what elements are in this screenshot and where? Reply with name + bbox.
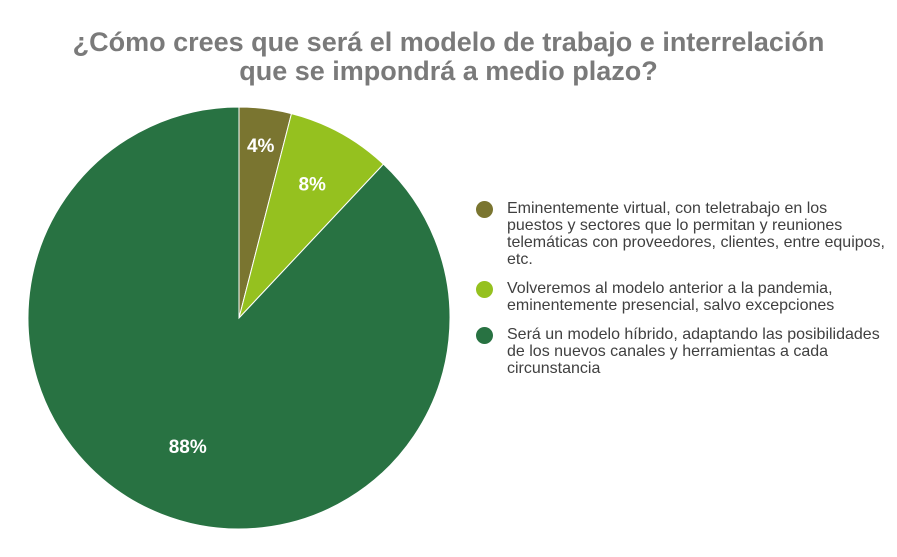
legend-label-virtual: Eminentemente virtual, con teletrabajo e… [507, 200, 885, 268]
chart-title-line-1: ¿Cómo crees que será el modelo de trabaj… [72, 27, 825, 57]
pie-slices [27, 106, 451, 530]
legend-swatch-presencial [476, 281, 493, 298]
legend-label-presencial: Volveremos al modelo anterior a la pande… [507, 280, 835, 314]
pie-label-virtual: 4% [247, 136, 275, 157]
pie-slice-hibrido[interactable] [27, 106, 451, 530]
legend-item-virtual[interactable]: Eminentemente virtual, con teletrabajo e… [476, 200, 886, 268]
legend-swatch-hibrido [476, 327, 493, 344]
legend: Eminentemente virtual, con teletrabajo e… [476, 200, 886, 389]
pie-slice-labels: 4% 8% 88% [169, 136, 326, 458]
chart-title: ¿Cómo crees que será el modelo de trabaj… [0, 28, 897, 86]
pie-label-hibrido: 88% [169, 437, 207, 458]
chart-title-line-2: que se impondrá a medio plazo? [239, 56, 658, 86]
legend-item-presencial[interactable]: Volveremos al modelo anterior a la pande… [476, 280, 886, 314]
legend-swatch-virtual [476, 201, 493, 218]
pie-slice-presencial[interactable] [238, 113, 385, 319]
legend-label-hibrido: Será un modelo híbrido, adaptando las po… [507, 326, 880, 377]
pie-label-presencial: 8% [298, 174, 326, 195]
legend-item-hibrido[interactable]: Será un modelo híbrido, adaptando las po… [476, 326, 886, 377]
